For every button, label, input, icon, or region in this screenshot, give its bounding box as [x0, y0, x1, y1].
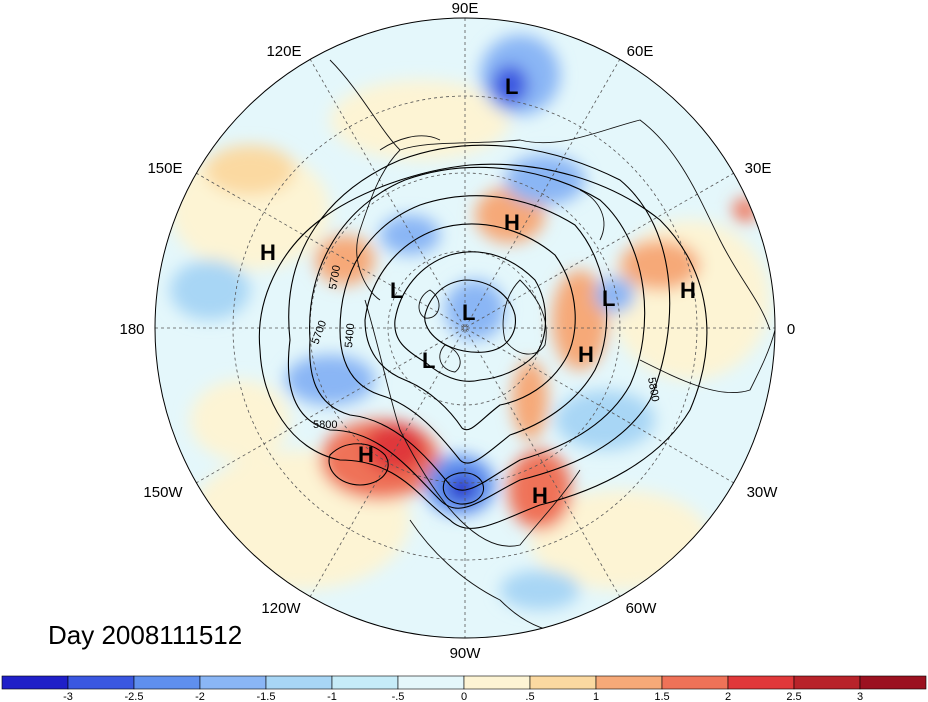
graticule	[155, 18, 775, 638]
map-boundary	[154, 17, 776, 639]
colorbar: -3 -2.5 -2 -1.5 -1 -.5 0 .5 1 1.5 2 2.5 3	[1, 675, 927, 702]
lon-label-lower-left: 150W	[143, 484, 183, 501]
pressure-marker: L	[422, 348, 435, 373]
lon-label-upper-right: 30E	[745, 160, 772, 177]
contour-labels: 5700 5700 5400 5800 5800	[310, 264, 662, 431]
contour-label: 5700	[327, 264, 343, 290]
colorbar-tick-label: -2	[195, 691, 205, 702]
colorbar-swatch	[595, 675, 663, 690]
pressure-marker: L	[390, 278, 403, 303]
colorbar-swatch	[133, 675, 201, 690]
colorbar-swatch	[529, 675, 597, 690]
colorbar-swatch	[463, 675, 531, 690]
colorbar-tick-label: -.5	[392, 691, 405, 702]
colorbar-tick-label: 0	[461, 691, 467, 702]
contour-label: 5400	[343, 323, 357, 348]
colorbar-tick-label: 1	[593, 691, 599, 702]
colorbar-tick-label: 2.5	[786, 691, 801, 702]
colorbar-tick-label: 1.5	[654, 691, 669, 702]
colorbar-swatch	[661, 675, 729, 690]
lon-label-top: 90E	[452, 0, 479, 17]
contour-label: 5800	[313, 419, 337, 431]
colorbar-swatch	[199, 675, 267, 690]
height-contours	[258, 144, 708, 529]
colorbar-tick-label: 3	[857, 691, 863, 702]
colorbar-swatch	[331, 675, 399, 690]
lon-label-right: 0	[787, 321, 795, 338]
colorbar-swatch	[793, 675, 861, 690]
pressure-markers: L H H L L L L H H H H	[260, 74, 696, 508]
colorbar-swatch	[727, 675, 795, 690]
lon-label-lower-right: 30W	[747, 484, 779, 501]
pressure-marker: H	[358, 442, 374, 467]
anomaly-shading	[155, 18, 775, 638]
colorbar-swatch	[265, 675, 333, 690]
lon-label-bottom: 90W	[450, 645, 482, 662]
pressure-marker: H	[680, 278, 696, 303]
colorbar-swatch	[859, 675, 927, 690]
colorbar-tick-label: -1.5	[257, 691, 276, 702]
contour-label: 5800	[645, 376, 661, 402]
pressure-marker: L	[505, 74, 518, 99]
lon-label-bottom-left: 120W	[261, 600, 301, 617]
coastlines	[329, 59, 775, 633]
lon-label-bottom-right: 60W	[626, 600, 658, 617]
colorbar-swatch	[67, 675, 135, 690]
pressure-marker: H	[504, 210, 520, 235]
pressure-marker: H	[260, 240, 276, 265]
pressure-marker: H	[532, 483, 548, 508]
longitude-labels: 90E 120E 60E 150E 30E 180 0 150W 30W 120…	[119, 0, 795, 662]
lon-label-top-left: 120E	[266, 43, 301, 60]
pressure-marker: L	[602, 286, 615, 311]
colorbar-tick-label: .5	[525, 691, 534, 702]
lon-label-upper-left: 150E	[147, 160, 182, 177]
day-label: Day 2008111512	[48, 620, 243, 650]
colorbar-tick-label: -3	[63, 691, 73, 702]
lon-label-top-right: 60E	[627, 43, 654, 60]
colorbar-tick-label: -1	[327, 691, 337, 702]
colorbar-swatch	[397, 675, 465, 690]
pressure-marker: H	[578, 342, 594, 367]
pressure-marker: L	[462, 300, 475, 325]
colorbar-swatch	[1, 675, 69, 690]
colorbar-tick-label: 2	[725, 691, 731, 702]
lon-label-left: 180	[119, 321, 144, 338]
colorbar-tick-label: -2.5	[125, 691, 144, 702]
